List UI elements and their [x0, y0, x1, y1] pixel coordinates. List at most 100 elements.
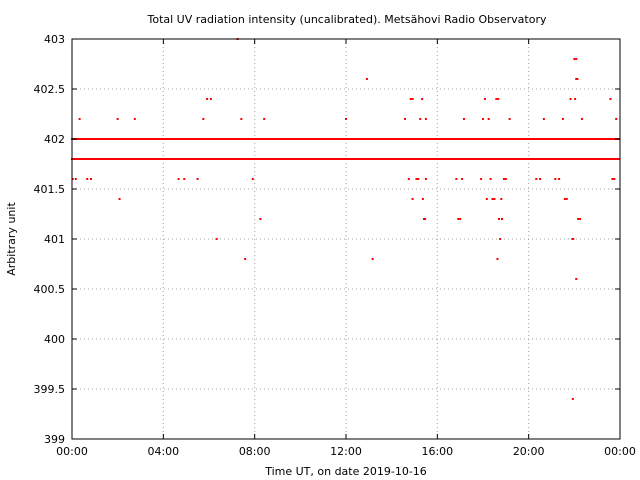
baseline-point	[251, 158, 253, 160]
baseline-point	[507, 158, 510, 160]
data-point	[215, 238, 218, 240]
baseline-point	[294, 158, 297, 160]
baseline-point	[345, 138, 348, 140]
baseline-point	[164, 138, 166, 140]
data-point	[609, 98, 612, 100]
baseline-point	[93, 158, 96, 160]
baseline-point	[204, 138, 207, 140]
data-point	[244, 258, 247, 260]
baseline-point	[251, 138, 253, 140]
baseline-point	[357, 158, 360, 160]
baseline-point	[578, 158, 580, 160]
baseline-point	[191, 138, 193, 140]
baseline-point	[327, 158, 330, 160]
baseline-point	[572, 138, 574, 140]
baseline-point	[510, 138, 513, 140]
baseline-point	[614, 158, 616, 160]
baseline-point	[386, 138, 388, 140]
baseline-point	[113, 138, 115, 140]
baseline-point	[500, 138, 502, 140]
baseline-point	[231, 138, 234, 140]
baseline-point	[615, 158, 618, 160]
baseline-point	[105, 138, 108, 140]
data-point	[116, 118, 119, 120]
baseline-point	[522, 158, 525, 160]
baseline-point	[314, 158, 316, 160]
baseline-point	[324, 138, 327, 140]
baseline-point	[488, 158, 490, 160]
baseline-point	[422, 158, 424, 160]
baseline-point	[410, 138, 412, 140]
baseline-point	[414, 138, 417, 140]
baseline-point	[566, 138, 568, 140]
data-point	[196, 178, 199, 180]
baseline-point	[362, 138, 364, 140]
baseline-point	[290, 138, 292, 140]
baseline-point	[209, 158, 211, 160]
baseline-point	[285, 138, 288, 140]
baseline-point	[497, 138, 499, 140]
baseline-point	[333, 138, 336, 140]
data-point	[580, 118, 583, 120]
baseline-point	[176, 158, 178, 160]
baseline-point	[381, 138, 384, 140]
baseline-point	[575, 138, 577, 140]
baseline-point	[144, 138, 147, 140]
data-point	[419, 118, 422, 120]
baseline-point	[410, 158, 412, 160]
baseline-point	[338, 138, 340, 140]
baseline-point	[401, 138, 403, 140]
baseline-point	[590, 158, 592, 160]
baseline-point	[183, 158, 186, 160]
baseline-point	[87, 158, 90, 160]
baseline-point	[534, 158, 537, 160]
baseline-point	[273, 138, 276, 140]
baseline-point	[417, 158, 420, 160]
baseline-point	[197, 158, 199, 160]
baseline-point	[540, 158, 543, 160]
baseline-point	[153, 138, 156, 140]
baseline-point	[348, 138, 351, 140]
baseline-point	[554, 158, 556, 160]
baseline-point	[150, 158, 153, 160]
baseline-point	[312, 138, 315, 140]
data-point	[558, 178, 561, 180]
data-point	[424, 218, 427, 220]
baseline-point	[365, 158, 367, 160]
baseline-point	[218, 138, 220, 140]
baseline-point	[332, 158, 334, 160]
baseline-point	[227, 158, 229, 160]
data-point	[240, 118, 243, 120]
baseline-point	[524, 138, 526, 140]
baseline-point	[593, 158, 595, 160]
baseline-point	[318, 158, 321, 160]
baseline-point	[263, 158, 265, 160]
baseline-point	[390, 138, 393, 140]
data-point	[365, 78, 368, 80]
baseline-point	[455, 138, 457, 140]
baseline-point	[596, 158, 598, 160]
baseline-point	[300, 138, 303, 140]
baseline-point	[294, 138, 297, 140]
baseline-point	[264, 138, 267, 140]
baseline-point	[243, 158, 246, 160]
baseline-point	[98, 158, 100, 160]
data-point	[561, 118, 564, 120]
data-point	[575, 78, 578, 80]
baseline-point	[525, 158, 528, 160]
baseline-point	[122, 158, 124, 160]
baseline-point	[494, 158, 496, 160]
baseline-point	[141, 158, 144, 160]
baseline-point	[135, 138, 138, 140]
y-tick-label: 402	[44, 133, 65, 146]
baseline-point	[221, 138, 223, 140]
baseline-point	[201, 138, 204, 140]
baseline-point	[564, 138, 567, 140]
baseline-point	[204, 158, 207, 160]
baseline-point	[420, 138, 423, 140]
baseline-point	[126, 158, 129, 160]
baseline-point	[168, 158, 171, 160]
baseline-point	[594, 138, 597, 140]
baseline-point	[368, 158, 370, 160]
baseline-point	[408, 138, 411, 140]
